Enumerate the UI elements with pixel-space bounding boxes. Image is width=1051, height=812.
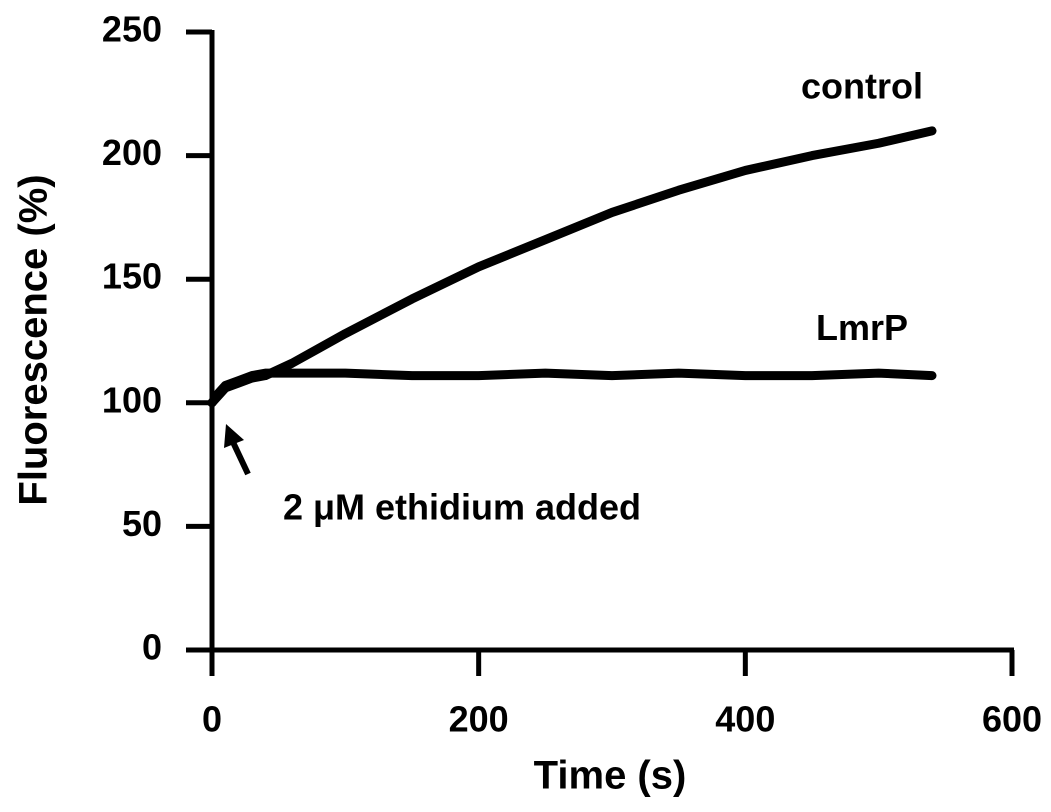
- series-line: [207, 126, 937, 408]
- annotation: 2 μM ethidium added: [283, 487, 641, 528]
- y-tick-label: 150: [102, 256, 162, 297]
- x-tick-label: 200: [449, 699, 509, 740]
- y-tick-label: 200: [102, 132, 162, 173]
- series-label: control: [801, 65, 923, 106]
- arrow-head: [224, 424, 244, 448]
- x-axis-title: Time (s): [534, 754, 687, 798]
- arrow-shaft: [229, 438, 251, 476]
- x-tick-label: 0: [202, 699, 222, 740]
- x-tick-label: 600: [982, 699, 1042, 740]
- series-label: LmrP: [816, 307, 908, 348]
- x-tick-label: 400: [715, 699, 775, 740]
- y-tick-label: 100: [102, 379, 162, 420]
- y-tick-label: 50: [122, 503, 162, 544]
- y-tick-label: 0: [142, 627, 162, 668]
- y-axis-title: Fluorescence (%): [12, 174, 56, 505]
- series-line: [207, 368, 937, 408]
- y-tick-label: 250: [102, 9, 162, 50]
